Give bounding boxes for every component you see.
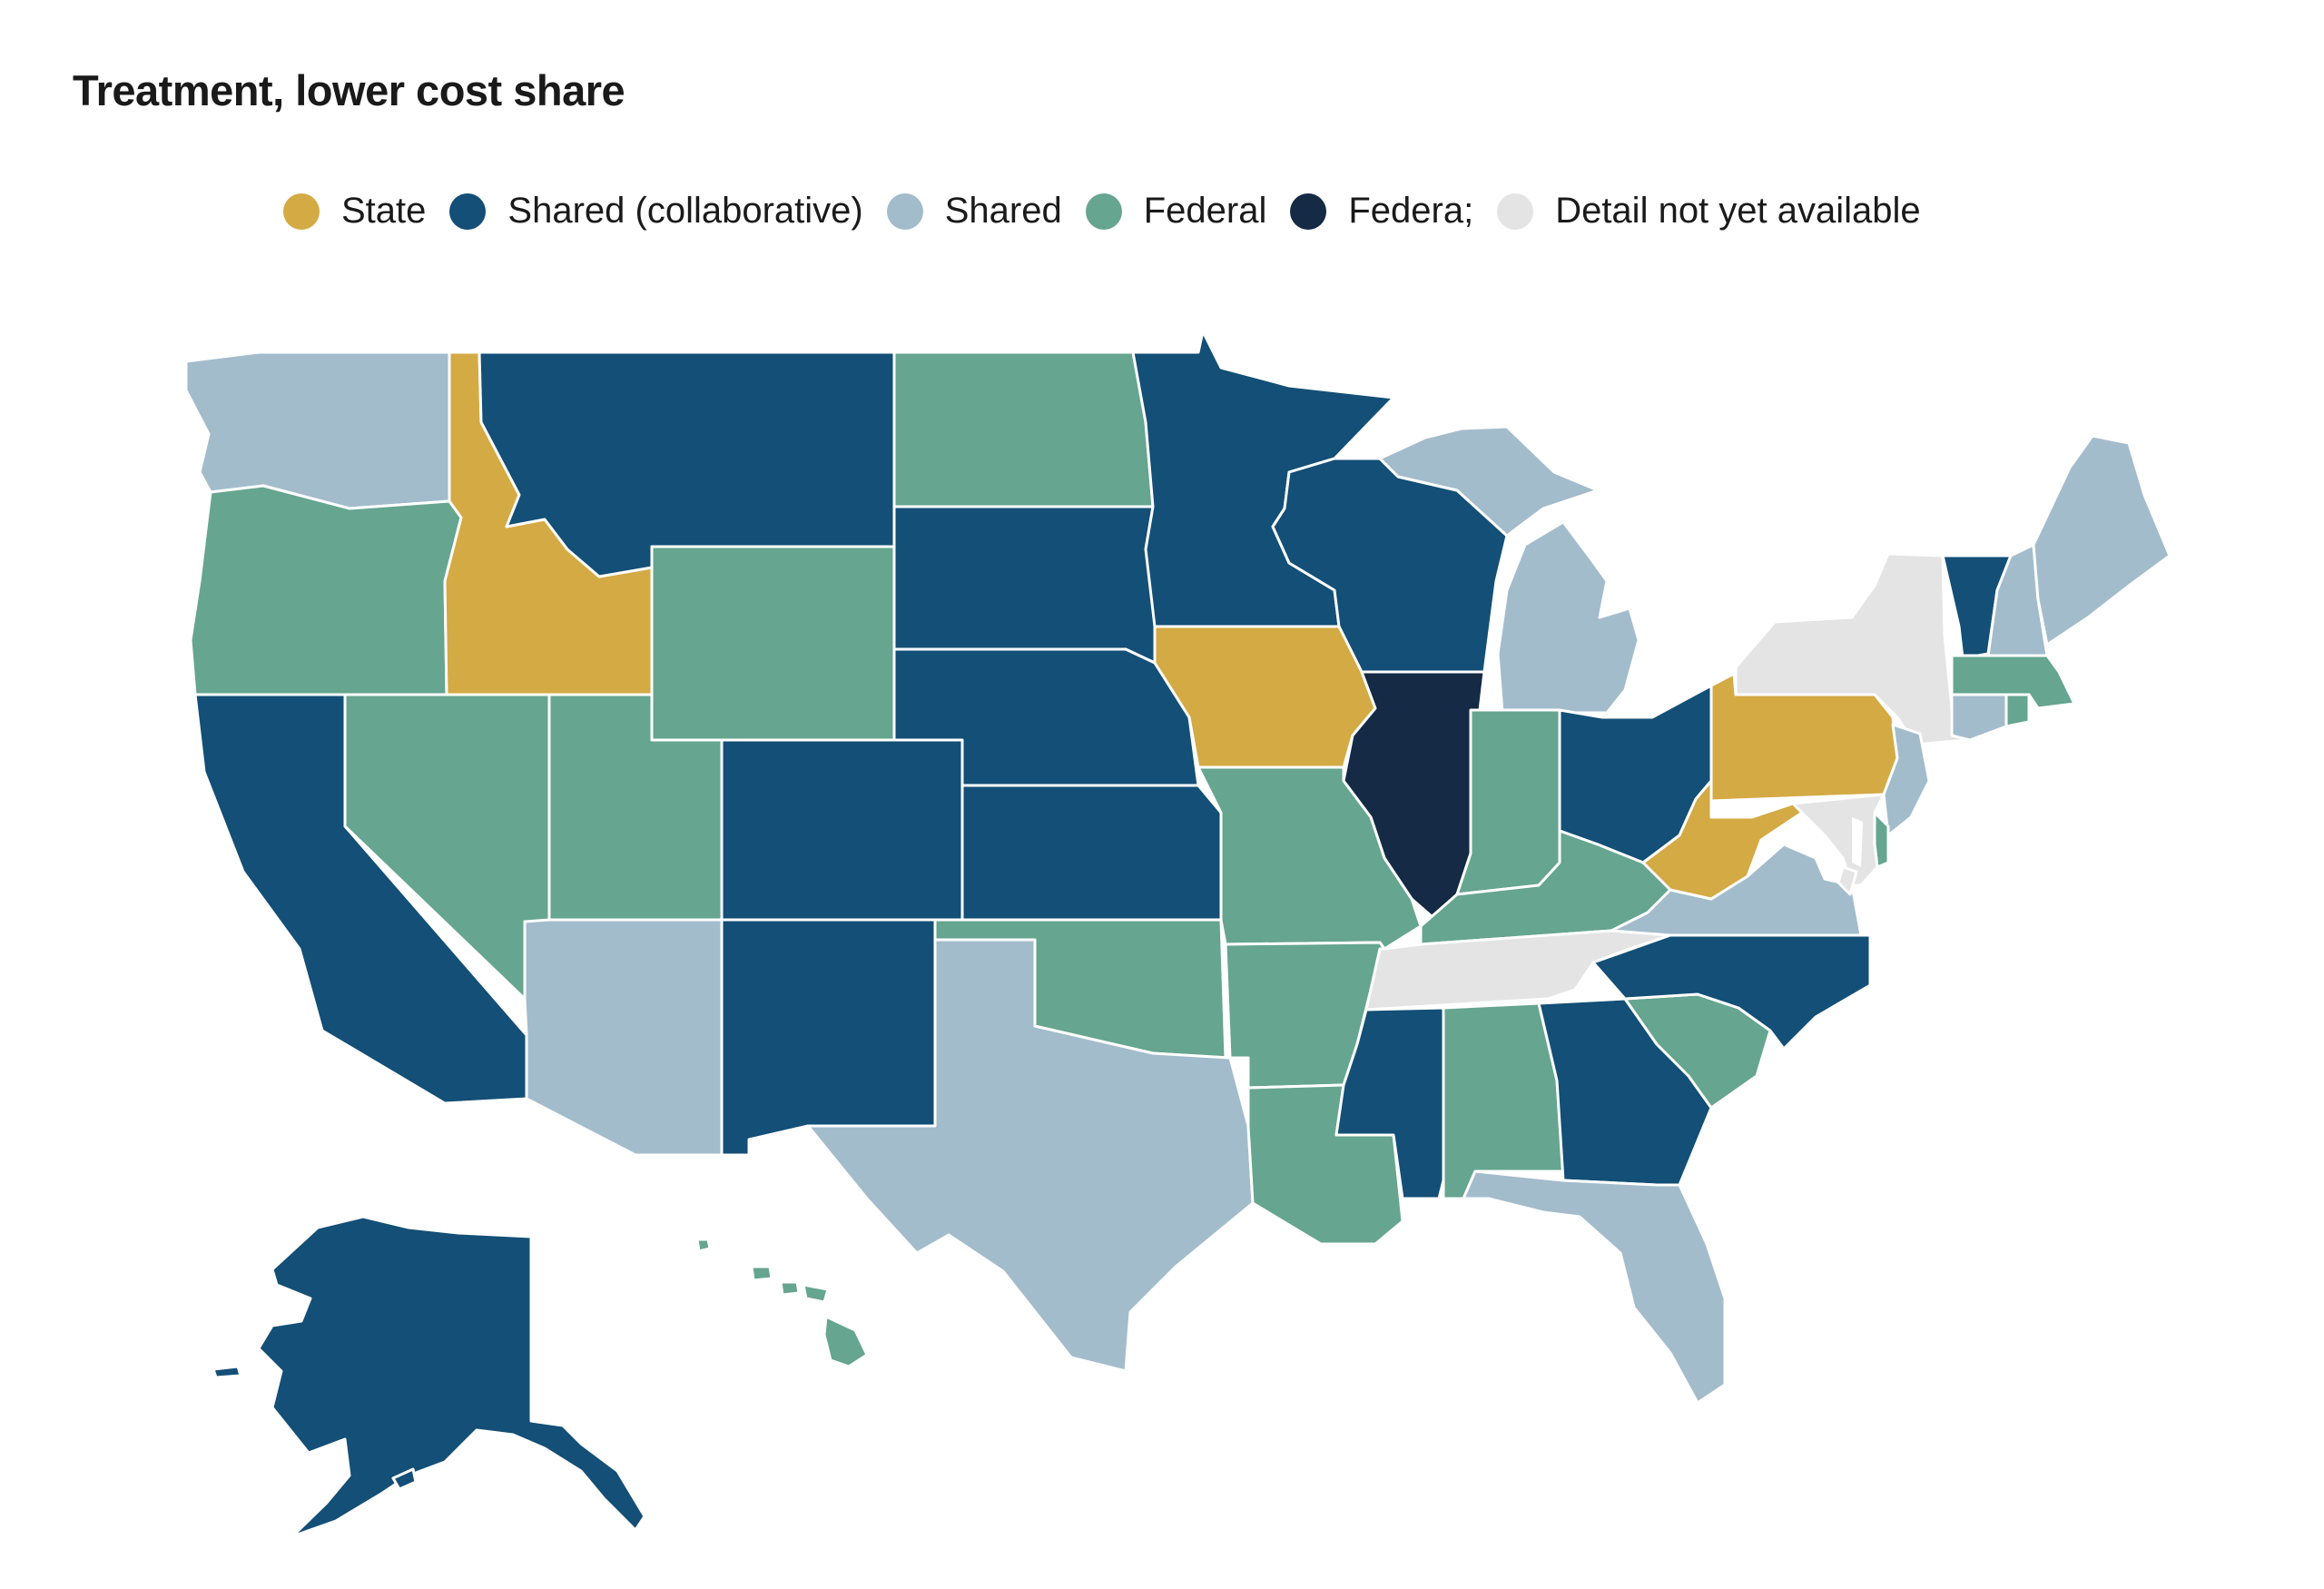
legend-item-shared-collaborative[interactable]: Shared (collaborative) [449,191,863,232]
legend-label-state: State [341,191,427,231]
legend-swatch-state [283,192,320,230]
legend-item-state[interactable]: State [283,191,426,232]
state-in[interactable] [1455,708,1561,896]
state-ak[interactable] [257,1215,646,1538]
legend-label-detail-not-available: Detail not yet available [1555,191,1921,231]
state-wy[interactable] [650,545,896,742]
legend-label-federa: Federa; [1348,191,1474,231]
legend-label-shared-collaborative: Shared (collaborative) [507,191,863,231]
legend-label-federal: Federal [1143,191,1267,231]
state-nm[interactable] [720,918,937,1157]
legend-item-federa[interactable]: Federa; [1290,191,1473,232]
state-ak-island-2[interactable] [391,1467,418,1491]
legend-item-detail-not-available[interactable]: Detail not yet available [1497,191,1921,232]
legend-swatch-shared-collaborative [449,192,487,230]
state-hi-2[interactable] [750,1265,773,1282]
legend-swatch-federa [1290,192,1327,230]
state-or[interactable] [189,484,463,696]
legend-item-federal[interactable]: Federal [1085,191,1267,232]
state-wa[interactable] [184,350,451,510]
state-me[interactable] [2032,434,2171,646]
state-ks[interactable] [960,784,1223,922]
legend-label-shared: Shared [944,191,1062,231]
state-ct[interactable] [1950,693,2008,742]
state-sd[interactable] [892,505,1157,665]
state-az[interactable] [523,918,724,1157]
state-ak-island-1[interactable] [212,1365,242,1379]
legend-item-shared[interactable]: Shared [886,191,1062,232]
legend: State Shared (collaborative) Shared Fede… [283,191,1945,232]
state-ri[interactable] [2004,693,2031,728]
state-hi-1[interactable] [695,1238,712,1253]
state-hi-5[interactable] [822,1315,869,1368]
legend-swatch-shared [886,192,923,230]
state-ny[interactable] [1734,552,1967,746]
state-nj[interactable] [1882,723,1931,837]
state-nd[interactable] [892,350,1155,508]
state-hi-4[interactable] [802,1283,830,1304]
state-mi-upper[interactable] [1378,425,1600,538]
state-co[interactable] [720,738,964,922]
state-tx[interactable] [806,938,1255,1373]
state-mi[interactable] [1496,520,1640,715]
state-fl[interactable] [1462,1170,1727,1405]
map-title: Treatment, lower cost share [73,66,625,114]
legend-swatch-federal [1085,192,1122,230]
chesapeake-bay [1852,817,1863,867]
legend-swatch-detail-not-available [1497,192,1534,230]
state-hi-3[interactable] [779,1280,801,1297]
state-va[interactable] [1610,843,1863,937]
state-dc[interactable] [1837,865,1858,896]
